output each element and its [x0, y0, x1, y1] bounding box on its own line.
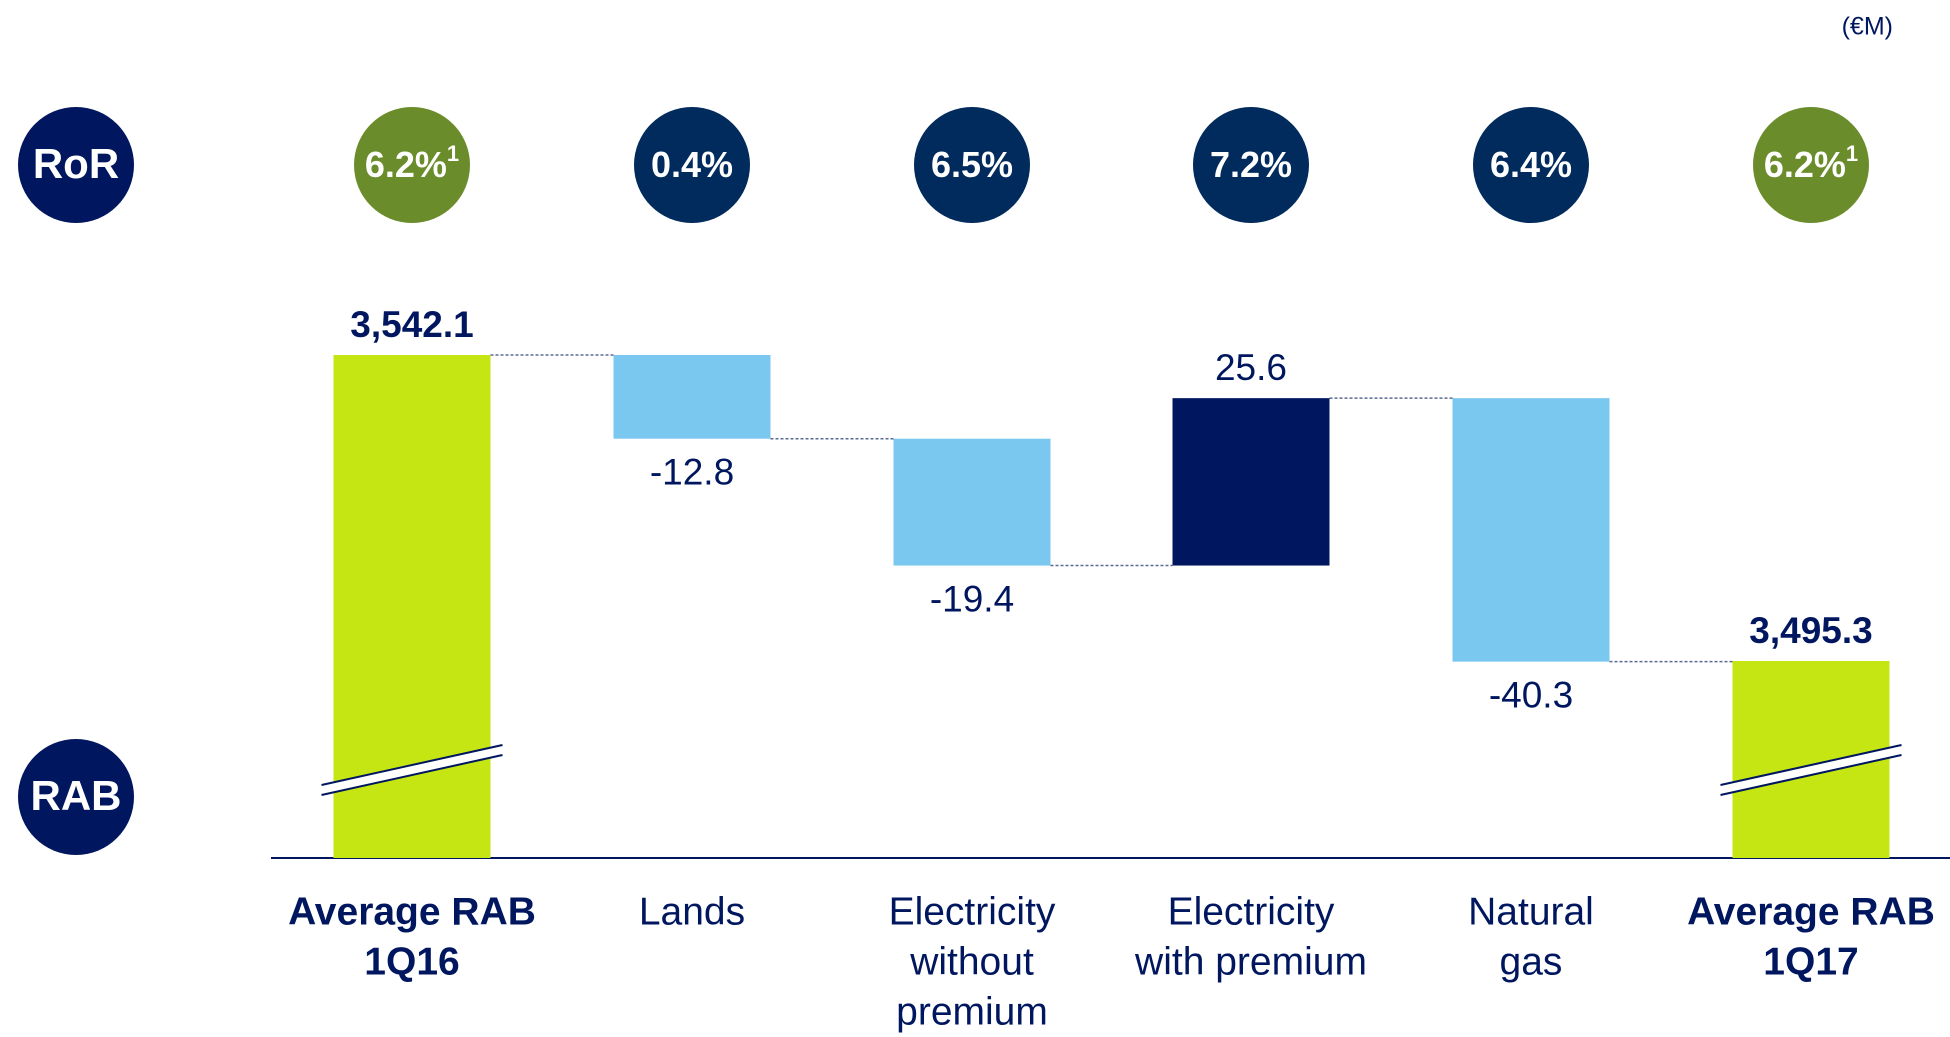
- bar: [1452, 398, 1610, 662]
- x-tick-label: without: [909, 940, 1034, 983]
- x-tick-label: Electricity: [889, 890, 1056, 933]
- x-tick-label: gas: [1500, 940, 1563, 983]
- value-label: -12.8: [650, 451, 734, 492]
- ror-value: 6.4%: [1490, 144, 1572, 185]
- ror-value-text: 6.2%: [1764, 144, 1846, 185]
- x-tick-label: 1Q17: [1763, 940, 1858, 983]
- y-axis-label: RAB: [31, 772, 122, 819]
- value-label: 3,495.3: [1749, 610, 1872, 651]
- ror-value: 6.2%1: [1764, 141, 1858, 185]
- ror-label: RoR: [33, 140, 119, 187]
- ror-value: 6.2%1: [365, 141, 459, 185]
- x-tick-label: premium: [896, 990, 1048, 1033]
- footnote: 1: [1846, 141, 1858, 166]
- axis-break-line: [321, 754, 503, 796]
- value-label: -40.3: [1489, 674, 1573, 715]
- ror-value-text: 6.2%: [365, 144, 447, 185]
- ror-circle: [1473, 107, 1589, 223]
- ror-value-text: 0.4%: [651, 144, 733, 185]
- rab-badge: [18, 739, 134, 855]
- ror-circle: [634, 107, 750, 223]
- footnote: 1: [447, 141, 459, 166]
- bar: [613, 355, 771, 439]
- value-label: -19.4: [930, 578, 1014, 619]
- x-tick-label: Natural: [1468, 890, 1594, 933]
- ror-badge: [18, 107, 134, 223]
- ror-value: 7.2%: [1210, 144, 1292, 185]
- unit-label: (€M): [1842, 13, 1893, 41]
- x-tick-label: Electricity: [1168, 890, 1335, 933]
- x-tick-label: Lands: [639, 890, 745, 933]
- value-label: 25.6: [1215, 347, 1287, 388]
- axis-break: [1720, 745, 1902, 795]
- ror-value-text: 6.4%: [1490, 144, 1572, 185]
- axis-break: [321, 745, 503, 795]
- ror-circle: [1193, 107, 1309, 223]
- x-tick-label: Average RAB: [1687, 890, 1935, 933]
- x-tick-label: 1Q16: [364, 940, 459, 983]
- ror-value-text: 7.2%: [1210, 144, 1292, 185]
- value-label: 3,542.1: [350, 304, 473, 345]
- ror-circle: [1753, 107, 1869, 223]
- ror-value: 0.4%: [651, 144, 733, 185]
- x-tick-label: Average RAB: [288, 890, 536, 933]
- axis-break-line: [1720, 744, 1902, 786]
- axis-break-line: [1720, 754, 1902, 796]
- axis-break-line: [321, 744, 503, 786]
- ror-circle: [914, 107, 1030, 223]
- ror-circle: [354, 107, 470, 223]
- bar: [893, 438, 1051, 566]
- ror-value-text: 6.5%: [931, 144, 1013, 185]
- ror-value: 6.5%: [931, 144, 1013, 185]
- bar: [1172, 398, 1330, 566]
- x-tick-label: with premium: [1134, 940, 1367, 983]
